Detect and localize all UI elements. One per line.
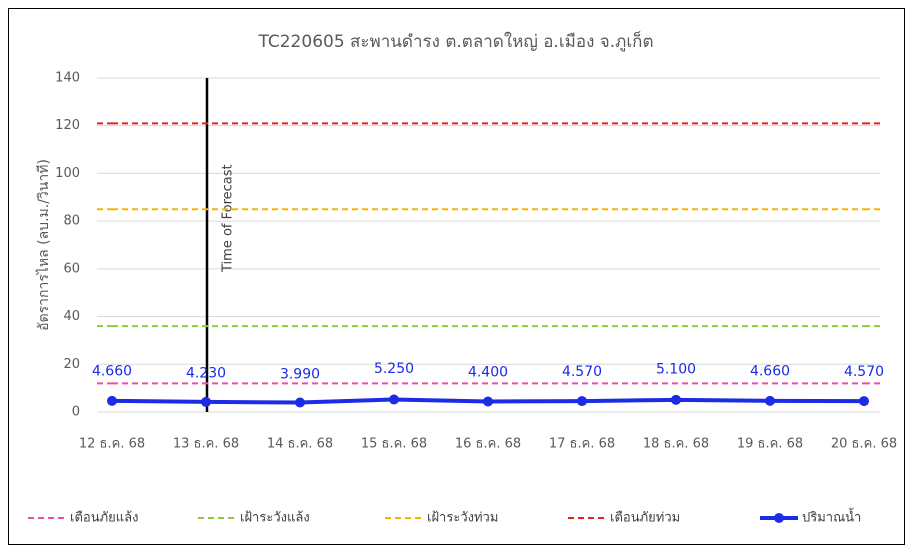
legend-label: เฝ้าระวังแล้ง <box>240 511 310 526</box>
y-tick-label: 20 <box>63 357 80 372</box>
chart-title: TC220605 สะพานดำรง ต.ตลาดใหญ่ อ.เมือง จ.… <box>257 30 653 52</box>
x-tick-label: 17 ธ.ค. 68 <box>549 437 615 452</box>
legend-label: เตือนภัยแล้ง <box>70 510 138 526</box>
data-point <box>859 396 869 407</box>
data-point <box>201 396 211 407</box>
y-axis-label: อัตราการไหล (ลบ.ม./วินาที) <box>35 159 52 331</box>
x-tick-label: 18 ธ.ค. 68 <box>643 437 709 452</box>
frame <box>8 8 905 545</box>
data-label: 5.250 <box>374 361 414 377</box>
data-label: 4.230 <box>186 365 226 381</box>
data-label: 4.570 <box>844 364 884 380</box>
y-tick-label: 60 <box>63 261 80 276</box>
y-tick-label: 80 <box>63 214 80 229</box>
y-tick-label: 100 <box>55 166 80 181</box>
x-tick-label: 13 ธ.ค. 68 <box>173 437 239 452</box>
data-label: 4.570 <box>562 364 602 380</box>
data-point <box>107 395 117 406</box>
x-tick-label: 12 ธ.ค. 68 <box>79 437 145 452</box>
data-label: 4.660 <box>92 364 132 380</box>
x-tick-label: 14 ธ.ค. 68 <box>267 437 333 452</box>
legend-label: เฝ้าระวังท่วม <box>427 511 498 526</box>
data-label: 4.400 <box>468 365 508 381</box>
data-point <box>765 395 775 406</box>
y-tick-label: 140 <box>55 71 80 86</box>
x-tick-label: 19 ธ.ค. 68 <box>737 437 803 452</box>
data-point <box>577 396 587 407</box>
legend-label: ปริมาณน้ำ <box>802 508 861 526</box>
annotation: Time of Forecast <box>221 164 236 273</box>
legend-marker <box>774 513 784 523</box>
legend-label: เตือนภัยท่วม <box>610 510 680 526</box>
x-tick-label: 15 ธ.ค. 68 <box>361 437 427 452</box>
data-point <box>389 394 399 405</box>
y-tick-label: 0 <box>72 405 80 420</box>
data-label: 3.990 <box>280 367 320 383</box>
data-label: 5.100 <box>656 362 696 378</box>
x-tick-label: 20 ธ.ค. 68 <box>831 437 897 452</box>
data-label: 4.660 <box>750 364 790 380</box>
y-tick-label: 40 <box>63 309 80 324</box>
data-point <box>295 397 305 408</box>
x-tick-label: 16 ธ.ค. 68 <box>455 437 521 452</box>
data-point <box>671 394 681 405</box>
y-tick-label: 120 <box>55 118 80 133</box>
data-point <box>483 396 493 407</box>
